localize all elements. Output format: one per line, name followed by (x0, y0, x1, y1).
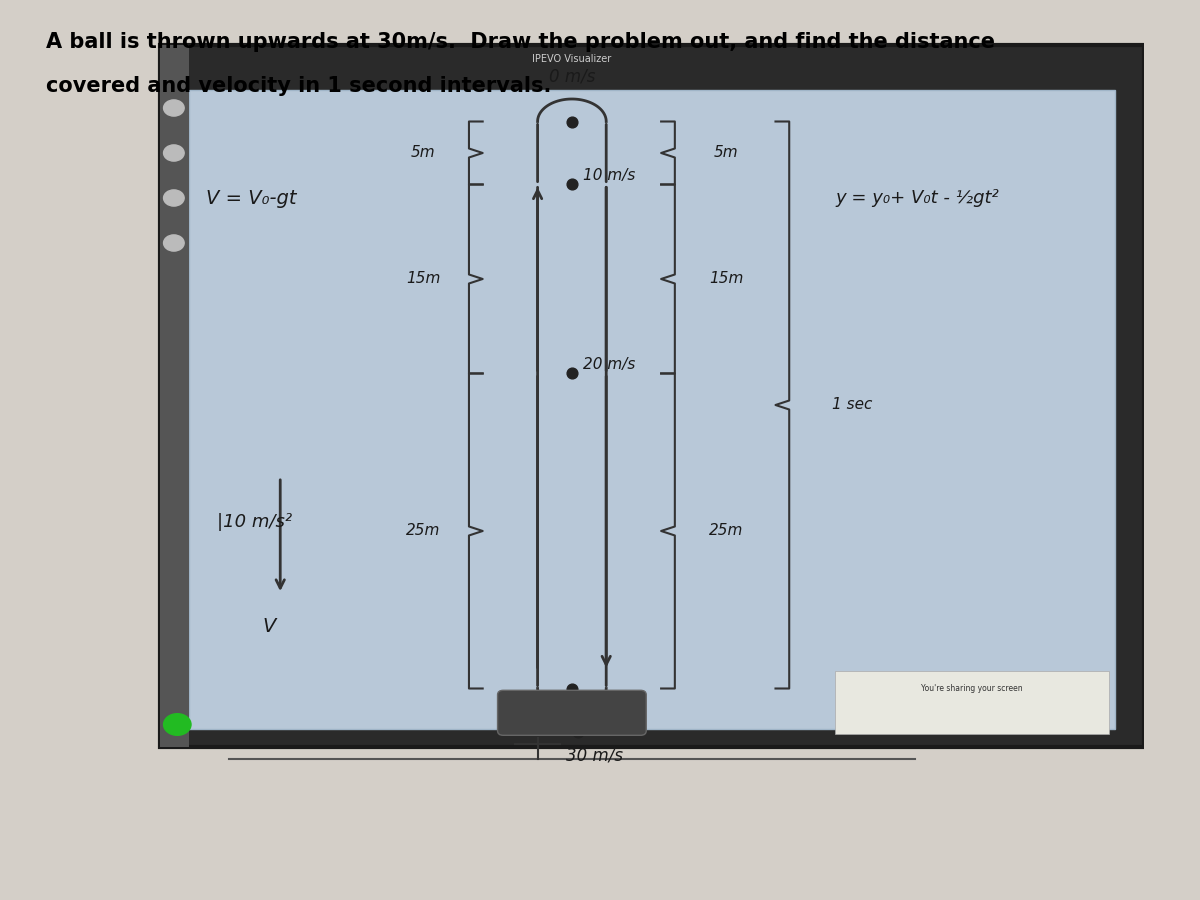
Point (563, 366, 582, 381)
Text: 5m: 5m (714, 146, 739, 160)
FancyBboxPatch shape (188, 90, 1115, 729)
Text: 30 m/s: 30 m/s (566, 747, 623, 765)
Point (563, 177, 582, 192)
Point (563, 114, 582, 129)
Text: 20 m/s: 20 m/s (583, 357, 636, 372)
Text: covered and velocity in 1 second intervals.: covered and velocity in 1 second interva… (46, 76, 551, 96)
Text: |10 m/s²: |10 m/s² (217, 513, 293, 531)
Text: V = V₀-gt: V = V₀-gt (206, 188, 296, 208)
Circle shape (163, 190, 184, 206)
Point (568, 724, 587, 739)
Circle shape (163, 145, 184, 161)
Text: 25m: 25m (709, 524, 744, 538)
Text: 15m: 15m (406, 272, 440, 286)
Text: 0 m/s: 0 m/s (548, 68, 595, 86)
Circle shape (163, 714, 191, 735)
Text: y = y₀+ V₀t - ½gt²: y = y₀+ V₀t - ½gt² (835, 189, 998, 207)
Text: 1 sec: 1 sec (832, 398, 872, 412)
Circle shape (163, 100, 184, 116)
Text: V: V (262, 616, 276, 635)
Point (563, 681, 582, 696)
Text: 10 m/s: 10 m/s (583, 168, 636, 183)
Text: 5m: 5m (410, 146, 436, 160)
Text: You're sharing your screen: You're sharing your screen (922, 684, 1024, 693)
Text: 25m: 25m (406, 524, 440, 538)
FancyBboxPatch shape (160, 45, 1144, 747)
Circle shape (163, 235, 184, 251)
Text: IPEVO Visualizer: IPEVO Visualizer (533, 53, 612, 64)
Text: A ball is thrown upwards at 30m/s.  Draw the problem out, and find the distance: A ball is thrown upwards at 30m/s. Draw … (46, 32, 995, 51)
FancyBboxPatch shape (835, 670, 1110, 734)
FancyBboxPatch shape (160, 45, 188, 747)
Text: 15m: 15m (709, 272, 744, 286)
FancyBboxPatch shape (498, 690, 647, 735)
